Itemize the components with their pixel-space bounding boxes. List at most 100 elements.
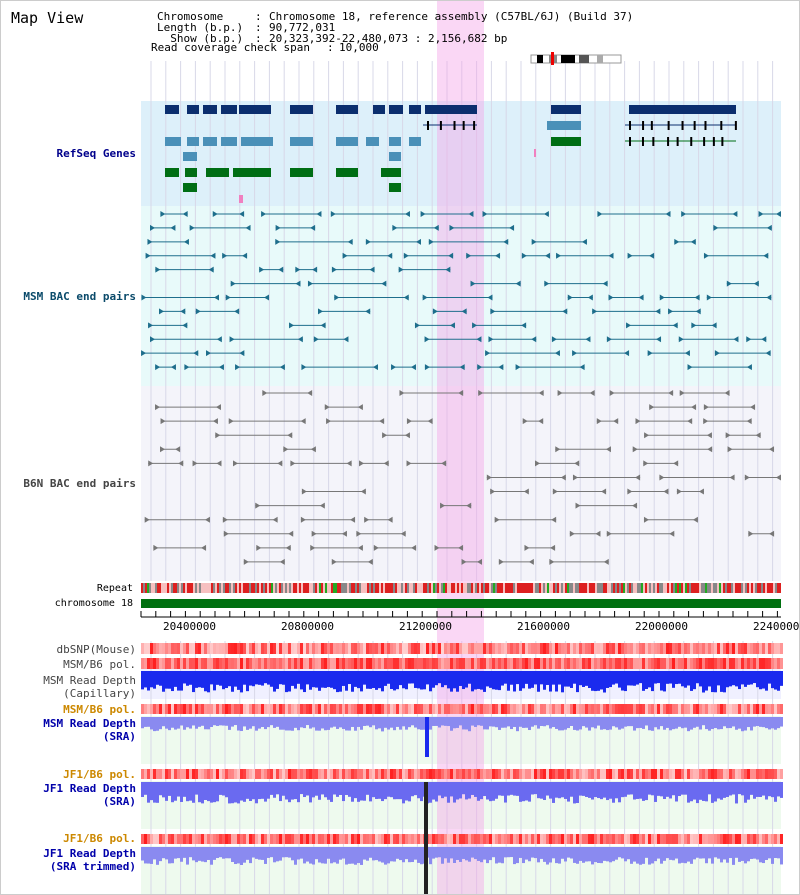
repeat-element: [417, 583, 419, 593]
polymorphism-cell: [558, 658, 561, 669]
polymorphism-cell: [618, 834, 621, 844]
polymorphism-cell: [471, 834, 474, 844]
read-depth-bar: [666, 671, 669, 684]
polymorphism-cell: [270, 658, 273, 669]
read-depth-bar: [336, 717, 339, 729]
read-depth-bar: [729, 717, 732, 729]
read-depth-bar: [558, 717, 561, 731]
read-depth-bar: [252, 782, 255, 800]
read-depth-bar: [345, 671, 348, 691]
read-depth-bar: [513, 847, 516, 865]
polymorphism-cell: [549, 769, 552, 779]
polymorphism-cell: [636, 658, 639, 669]
bac-end-marker: [458, 390, 464, 396]
polymorphism-cell: [483, 643, 486, 654]
read-depth-bar: [513, 671, 516, 692]
bac-end-marker: [601, 488, 607, 495]
bac-end-marker: [331, 266, 337, 273]
polymorphism-cell: [168, 769, 171, 779]
polymorphism-cell: [468, 704, 471, 714]
read-depth-bar: [582, 717, 585, 727]
read-depth-bar: [381, 717, 384, 732]
polymorphism-cell: [327, 704, 330, 714]
bac-end-marker: [184, 364, 190, 371]
polymorphism-cell: [411, 658, 414, 669]
polymorphism-cell: [366, 769, 369, 779]
polymorphism-cell: [186, 658, 189, 669]
read-depth-bar: [591, 847, 594, 865]
polymorphism-cell: [435, 704, 438, 714]
polymorphism-cell: [246, 769, 249, 779]
polymorphism-cell: [381, 769, 384, 779]
polymorphism-cell: [336, 834, 339, 844]
polymorphism-cell: [699, 658, 702, 669]
read-depth-bar: [243, 847, 246, 863]
polymorphism-cell: [708, 643, 711, 654]
polymorphism-cell: [255, 704, 258, 714]
polymorphism-cell: [201, 643, 204, 654]
read-depth-bar: [261, 847, 264, 860]
read-depth-bar: [513, 717, 516, 727]
refseq-exon: [721, 137, 724, 146]
polymorphism-cell: [291, 769, 294, 779]
polymorphism-cell: [324, 769, 327, 779]
read-depth-bar: [264, 782, 267, 802]
bac-end-marker: [264, 294, 270, 301]
read-depth-bar: [207, 847, 210, 860]
repeat-element: [159, 583, 161, 593]
read-depth-bar: [282, 671, 285, 685]
repeat-element: [345, 583, 347, 593]
refseq-exon: [641, 137, 644, 146]
read-depth-bar: [396, 782, 399, 800]
polymorphism-cell: [483, 834, 486, 844]
bac-end-marker: [434, 544, 440, 551]
polymorphism-cell: [213, 643, 216, 654]
read-depth-bar: [669, 671, 672, 684]
read-depth-bar: [291, 717, 294, 731]
read-depth-bar: [642, 671, 645, 691]
read-depth-bar: [492, 782, 495, 801]
bac-end-marker: [307, 390, 313, 396]
polymorphism-cell: [765, 643, 768, 654]
read-depth-bar: [756, 671, 759, 688]
repeat-element: [331, 583, 333, 593]
polymorphism-cell: [459, 769, 462, 779]
refseq-gene: [241, 137, 273, 146]
polymorphism-cell: [306, 834, 309, 844]
read-depth-bar: [753, 671, 756, 684]
read-depth-bar: [414, 717, 417, 728]
polymorphism-cell: [780, 658, 783, 669]
bac-end-marker: [605, 446, 611, 453]
polymorphism-cell: [252, 643, 255, 654]
polymorphism-cell: [702, 769, 705, 779]
polymorphism-cell: [441, 643, 444, 654]
repeat-element: [599, 583, 601, 593]
polymorphism-cell: [303, 769, 306, 779]
read-depth-bar: [243, 671, 246, 685]
polymorphism-cell: [582, 704, 585, 714]
read-depth-bar: [213, 847, 216, 860]
polymorphism-cell: [192, 834, 195, 844]
bac-end-marker: [596, 418, 602, 425]
polymorphism-cell: [738, 658, 741, 669]
read-depth-bar: [627, 671, 630, 686]
jf1-read-depth-trimmed-sub: (SRA trimmed): [49, 860, 136, 873]
read-depth-bar: [231, 671, 234, 692]
polymorphism-cell: [297, 658, 300, 669]
polymorphism-cell: [723, 658, 726, 669]
bac-end-marker: [150, 224, 156, 231]
polymorphism-cell: [180, 769, 183, 779]
polymorphism-cell: [651, 834, 654, 844]
polymorphism-cell: [618, 643, 621, 654]
bac-end-marker: [357, 404, 363, 411]
bac-end-marker: [727, 446, 733, 453]
polymorphism-cell: [753, 658, 756, 669]
read-depth-bar: [306, 782, 309, 796]
read-depth-bar: [597, 782, 600, 799]
read-depth-bar: [666, 847, 669, 859]
read-depth-bar: [273, 671, 276, 692]
repeat-element: [413, 583, 415, 593]
read-depth-bar: [507, 717, 510, 727]
polymorphism-cell: [714, 834, 717, 844]
